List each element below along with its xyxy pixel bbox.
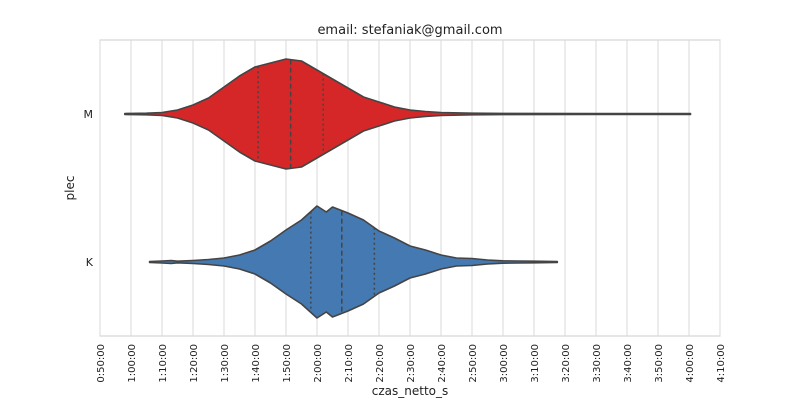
- x-tick-label: 1:30:00: [220, 344, 231, 383]
- x-axis-label: czas_netto_s: [372, 384, 449, 398]
- x-tick-label: 4:00:00: [685, 344, 696, 383]
- x-tick-label: 1:20:00: [189, 344, 200, 383]
- x-tick-label: 3:00:00: [499, 344, 510, 383]
- x-tick-label: 1:50:00: [282, 344, 293, 383]
- x-tick-label: 1:10:00: [158, 344, 169, 383]
- y-axis-label: plec: [63, 176, 77, 201]
- violin-M: [124, 58, 692, 170]
- y-category-label: K: [86, 256, 94, 269]
- x-tick-label: 1:00:00: [127, 344, 138, 383]
- x-tick-label: 3:30:00: [592, 344, 603, 383]
- y-tick-labels: MK: [84, 108, 94, 269]
- x-tick-label: 2:30:00: [406, 344, 417, 383]
- x-tick-label: 0:50:00: [96, 344, 107, 383]
- x-tick-label: 3:10:00: [530, 344, 541, 383]
- x-tick-label: 2:40:00: [437, 344, 448, 383]
- x-tick-label: 4:10:00: [716, 344, 727, 383]
- violins: [124, 58, 692, 319]
- y-category-label: M: [84, 108, 94, 121]
- x-tick-labels: 0:50:00 1:00:00 1:10:00 1:20:00 1:30:00 1:40:…: [96, 344, 727, 383]
- violin-K: [148, 205, 559, 319]
- x-tick-label: 2:10:00: [344, 344, 355, 383]
- chart-title: email: stefaniak@gmail.com: [317, 23, 502, 38]
- x-tick-label: 2:50:00: [468, 344, 479, 383]
- grid-lines: [99, 40, 721, 336]
- x-tick-label: 3:20:00: [561, 344, 572, 383]
- x-tick-label: 3:50:00: [654, 344, 665, 383]
- x-tick-label: 3:40:00: [623, 344, 634, 383]
- x-tick-label: 2:20:00: [375, 344, 386, 383]
- x-tick-label: 2:00:00: [313, 344, 324, 383]
- x-tick-label: 1:40:00: [251, 344, 262, 383]
